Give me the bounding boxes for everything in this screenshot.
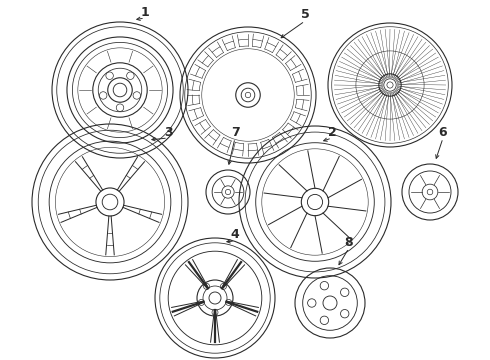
Text: 8: 8: [344, 235, 353, 248]
Text: 3: 3: [164, 126, 172, 139]
Text: 6: 6: [439, 126, 447, 139]
Text: 4: 4: [231, 229, 240, 242]
Text: 5: 5: [301, 9, 309, 22]
Text: 7: 7: [231, 126, 240, 139]
Text: 2: 2: [328, 126, 336, 139]
Text: 1: 1: [141, 5, 149, 18]
